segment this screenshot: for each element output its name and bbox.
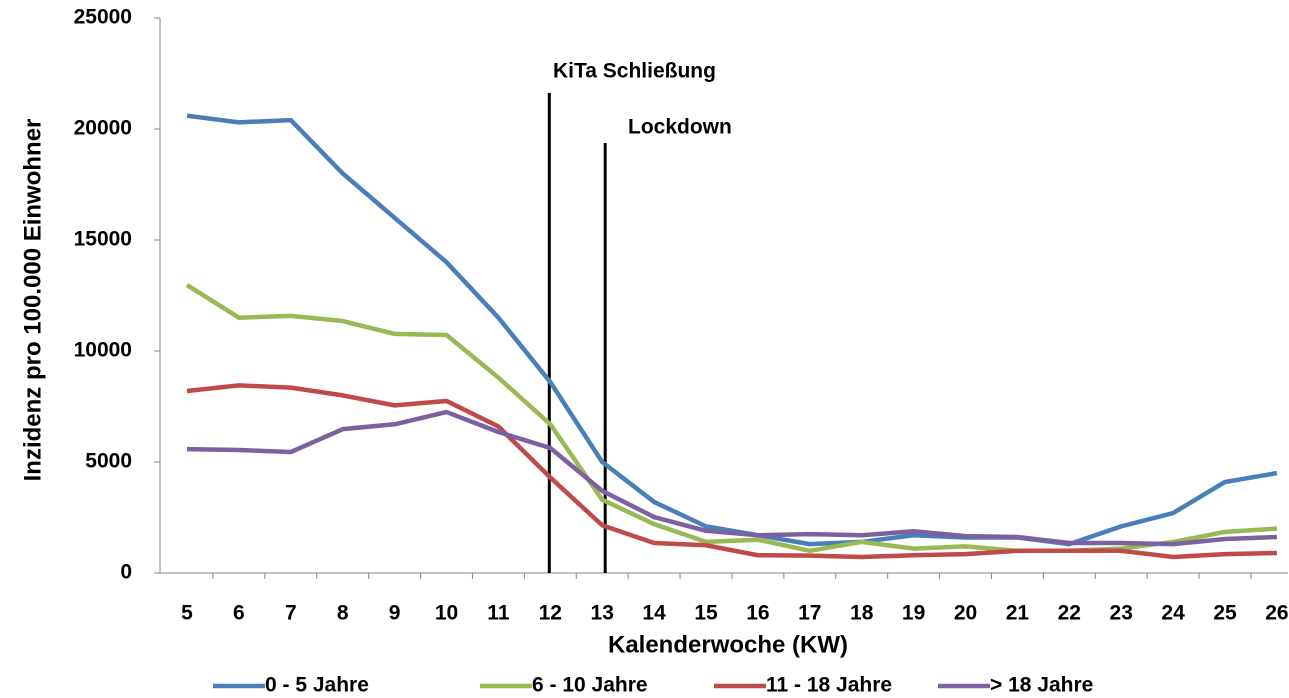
x-tick-label: 20: [954, 602, 977, 625]
y-tick-label: 15000: [74, 228, 132, 251]
series-line: [186, 383, 1277, 560]
y-tick-label: 0: [120, 561, 132, 584]
series-line: [185, 283, 1278, 554]
x-tick-label: 18: [850, 602, 874, 625]
x-tick-label: 6: [233, 602, 245, 625]
y-axis-title: Inzidenz pro 100.000 Einwohner: [19, 119, 46, 482]
x-tick-label: 7: [285, 602, 297, 625]
annotation-text: Lockdown: [628, 116, 732, 139]
x-tick-label: 26: [1265, 602, 1288, 625]
series-line: [186, 409, 1277, 547]
x-tick-label: 9: [389, 602, 401, 625]
legend-label: 0 - 5 Jahre: [265, 674, 369, 697]
legend-label: 11 - 18 Jahre: [766, 674, 892, 697]
x-tick-label: 24: [1161, 602, 1185, 625]
x-tick-label: 17: [798, 602, 821, 625]
legend-label: 6 - 10 Jahre: [532, 674, 648, 697]
x-tick-label: 14: [642, 602, 666, 625]
x-tick-label: 25: [1213, 602, 1237, 625]
series-line: [186, 113, 1278, 547]
x-tick-label: 10: [435, 602, 458, 625]
y-tick-label: 5000: [85, 450, 132, 473]
y-tick-label: 10000: [74, 339, 132, 362]
x-tick-label: 8: [337, 602, 349, 625]
annotation-text: KiTa Schließung: [553, 60, 716, 83]
x-tick-label: 19: [902, 602, 925, 625]
x-tick-label: 11: [487, 602, 510, 625]
y-tick-label: 25000: [74, 6, 132, 29]
x-tick-label: 22: [1058, 602, 1081, 625]
x-tick-label: 15: [694, 602, 718, 625]
x-tick-label: 5: [181, 602, 193, 625]
x-tick-label: 12: [539, 602, 562, 625]
y-tick-label: 20000: [74, 117, 132, 140]
x-axis-title: Kalenderwoche (KW): [608, 631, 848, 658]
x-tick-label: 21: [1006, 602, 1030, 625]
x-tick-label: 23: [1110, 602, 1133, 625]
x-tick-label: 16: [746, 602, 769, 625]
x-tick-label: 13: [591, 602, 614, 625]
legend-label: > 18 Jahre: [990, 674, 1093, 697]
